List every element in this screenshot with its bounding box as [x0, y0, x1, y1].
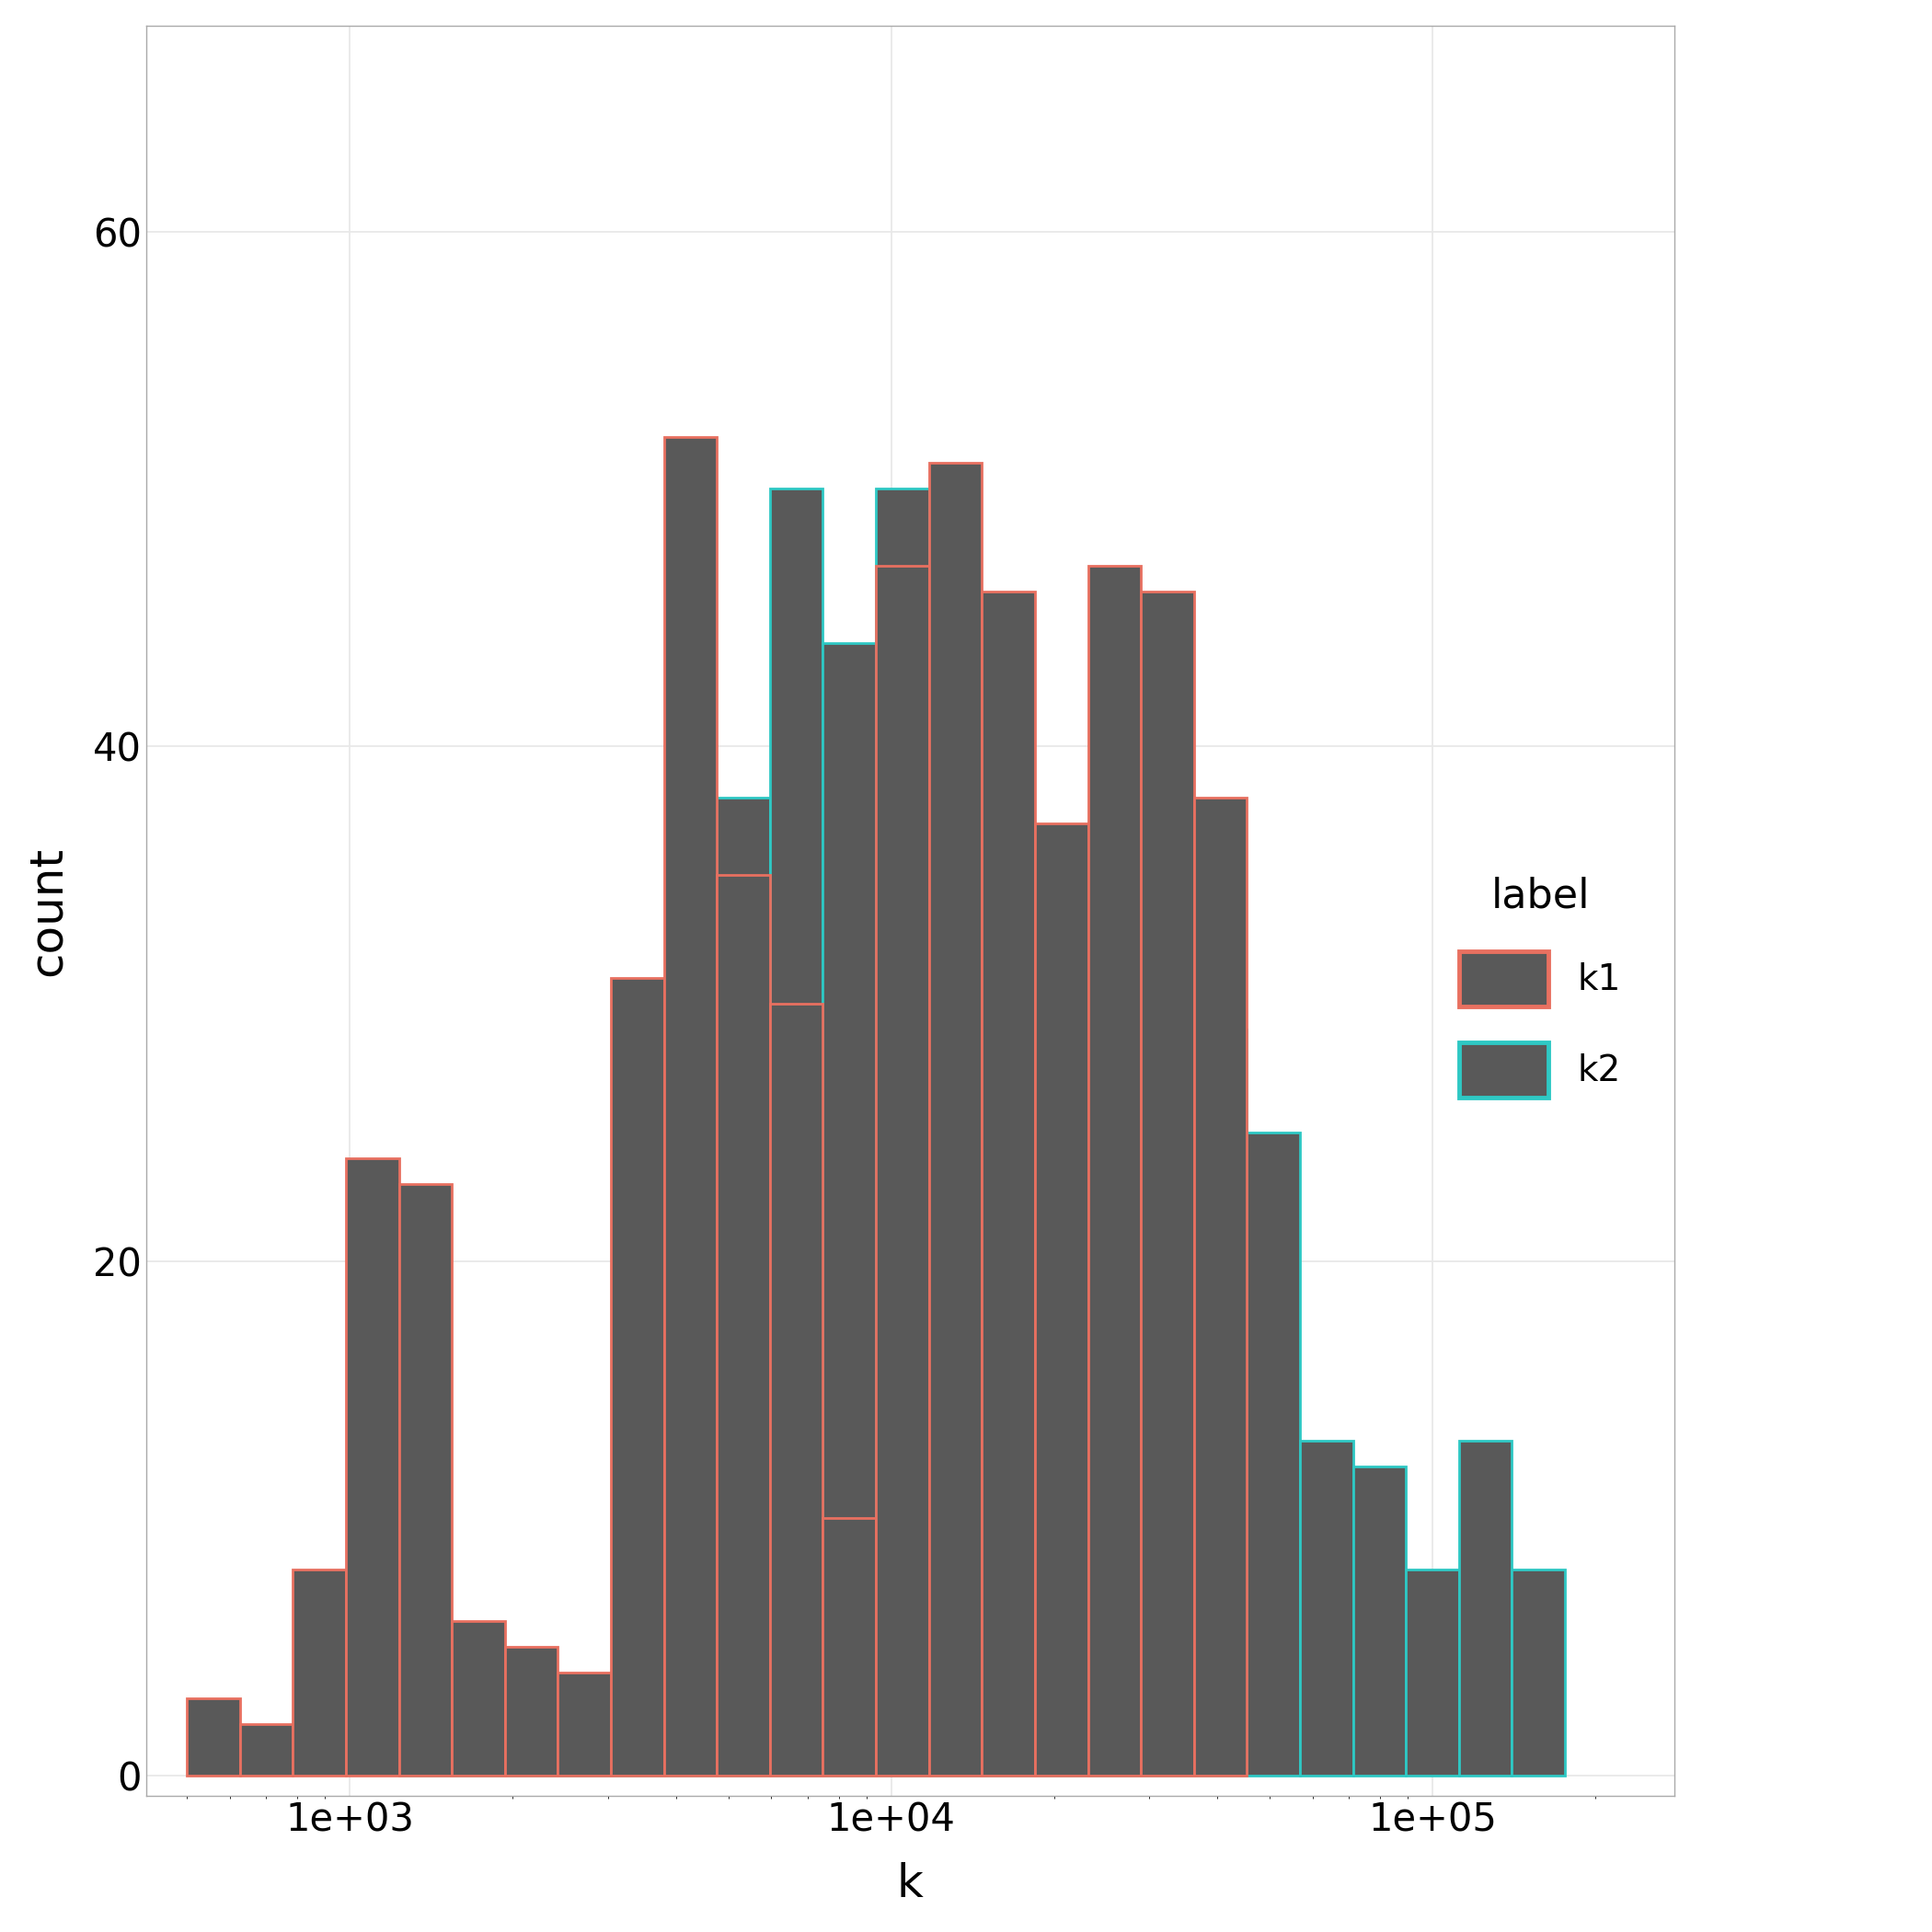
- Y-axis label: count: count: [25, 846, 70, 976]
- Bar: [452, 1621, 504, 1776]
- Bar: [771, 1003, 823, 1776]
- X-axis label: k: k: [896, 1862, 923, 1907]
- Bar: [1513, 1569, 1565, 1776]
- Bar: [1142, 591, 1194, 1776]
- Bar: [823, 643, 875, 1776]
- Bar: [929, 1030, 981, 1776]
- Bar: [1036, 823, 1088, 1776]
- Bar: [981, 1055, 1036, 1776]
- Bar: [187, 1698, 240, 1776]
- Bar: [1300, 1441, 1352, 1776]
- Bar: [346, 1157, 398, 1776]
- Bar: [1036, 1080, 1088, 1776]
- Bar: [1088, 566, 1142, 1776]
- Bar: [240, 1723, 294, 1776]
- Bar: [1459, 1441, 1513, 1776]
- Bar: [665, 437, 717, 1776]
- Bar: [558, 1750, 611, 1776]
- Bar: [717, 875, 771, 1776]
- Bar: [398, 1750, 452, 1776]
- Bar: [504, 1646, 558, 1776]
- Bar: [398, 1184, 452, 1776]
- Bar: [665, 1262, 717, 1776]
- Bar: [771, 489, 823, 1776]
- Legend: k1, k2: k1, k2: [1424, 840, 1658, 1134]
- Bar: [1088, 900, 1142, 1776]
- Bar: [717, 798, 771, 1776]
- Bar: [823, 1519, 875, 1776]
- Bar: [1406, 1569, 1459, 1776]
- Bar: [981, 591, 1036, 1776]
- Bar: [1142, 1030, 1194, 1776]
- Bar: [504, 1723, 558, 1776]
- Bar: [558, 1673, 611, 1776]
- Bar: [611, 978, 665, 1776]
- Bar: [1246, 1132, 1300, 1776]
- Bar: [875, 566, 929, 1776]
- Bar: [1194, 798, 1246, 1776]
- Bar: [1352, 1466, 1406, 1776]
- Bar: [294, 1569, 346, 1776]
- Bar: [611, 1750, 665, 1776]
- Bar: [1194, 1030, 1246, 1776]
- Bar: [875, 489, 929, 1776]
- Bar: [452, 1723, 504, 1776]
- Bar: [929, 464, 981, 1776]
